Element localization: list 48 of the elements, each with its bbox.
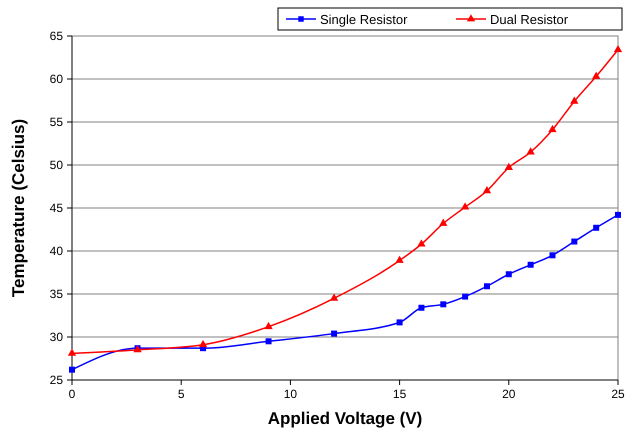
x-tick-label: 20 <box>502 387 516 401</box>
y-tick-label: 35 <box>50 287 64 301</box>
point <box>548 124 557 132</box>
y-tick-label: 25 <box>50 373 64 387</box>
point <box>439 218 448 226</box>
point <box>418 304 424 311</box>
point <box>417 239 426 247</box>
x-tick-label: 0 <box>68 387 76 401</box>
x-tick-label: 5 <box>178 387 185 401</box>
point <box>593 224 600 231</box>
point <box>266 338 272 344</box>
x-tick-label: 25 <box>611 387 625 401</box>
point <box>264 322 273 330</box>
legend-label: Single Resistor <box>320 12 408 27</box>
x-tick-label: 10 <box>284 387 298 401</box>
y-tick-label: 55 <box>50 115 64 129</box>
y-tick-label: 50 <box>50 158 64 172</box>
point <box>526 147 535 155</box>
y-tick-label: 60 <box>50 72 64 86</box>
point <box>462 294 468 300</box>
point <box>330 293 338 301</box>
point <box>331 330 338 337</box>
point <box>460 202 470 210</box>
point <box>592 72 600 79</box>
point <box>614 44 622 52</box>
point <box>484 283 490 290</box>
x-axis-title: Applied Voltage (V) <box>268 409 422 428</box>
point <box>396 319 403 326</box>
point <box>549 252 556 258</box>
point <box>506 271 512 278</box>
point <box>440 301 446 308</box>
x-tick-label: 15 <box>392 387 407 401</box>
point <box>571 238 578 245</box>
y-axis-title: Temperature (Celsius) <box>9 118 28 298</box>
point <box>68 348 76 356</box>
point <box>615 212 621 218</box>
point <box>504 162 513 170</box>
point <box>570 96 578 104</box>
point <box>528 262 534 268</box>
legend-label: Dual Resistor <box>490 12 569 27</box>
point <box>198 340 208 348</box>
point <box>482 186 492 194</box>
y-tick-label: 30 <box>50 330 64 344</box>
point <box>395 256 404 263</box>
y-tick-label: 65 <box>50 29 64 43</box>
point <box>69 366 75 373</box>
y-tick-label: 45 <box>50 201 64 215</box>
y-tick-label: 40 <box>50 244 64 258</box>
